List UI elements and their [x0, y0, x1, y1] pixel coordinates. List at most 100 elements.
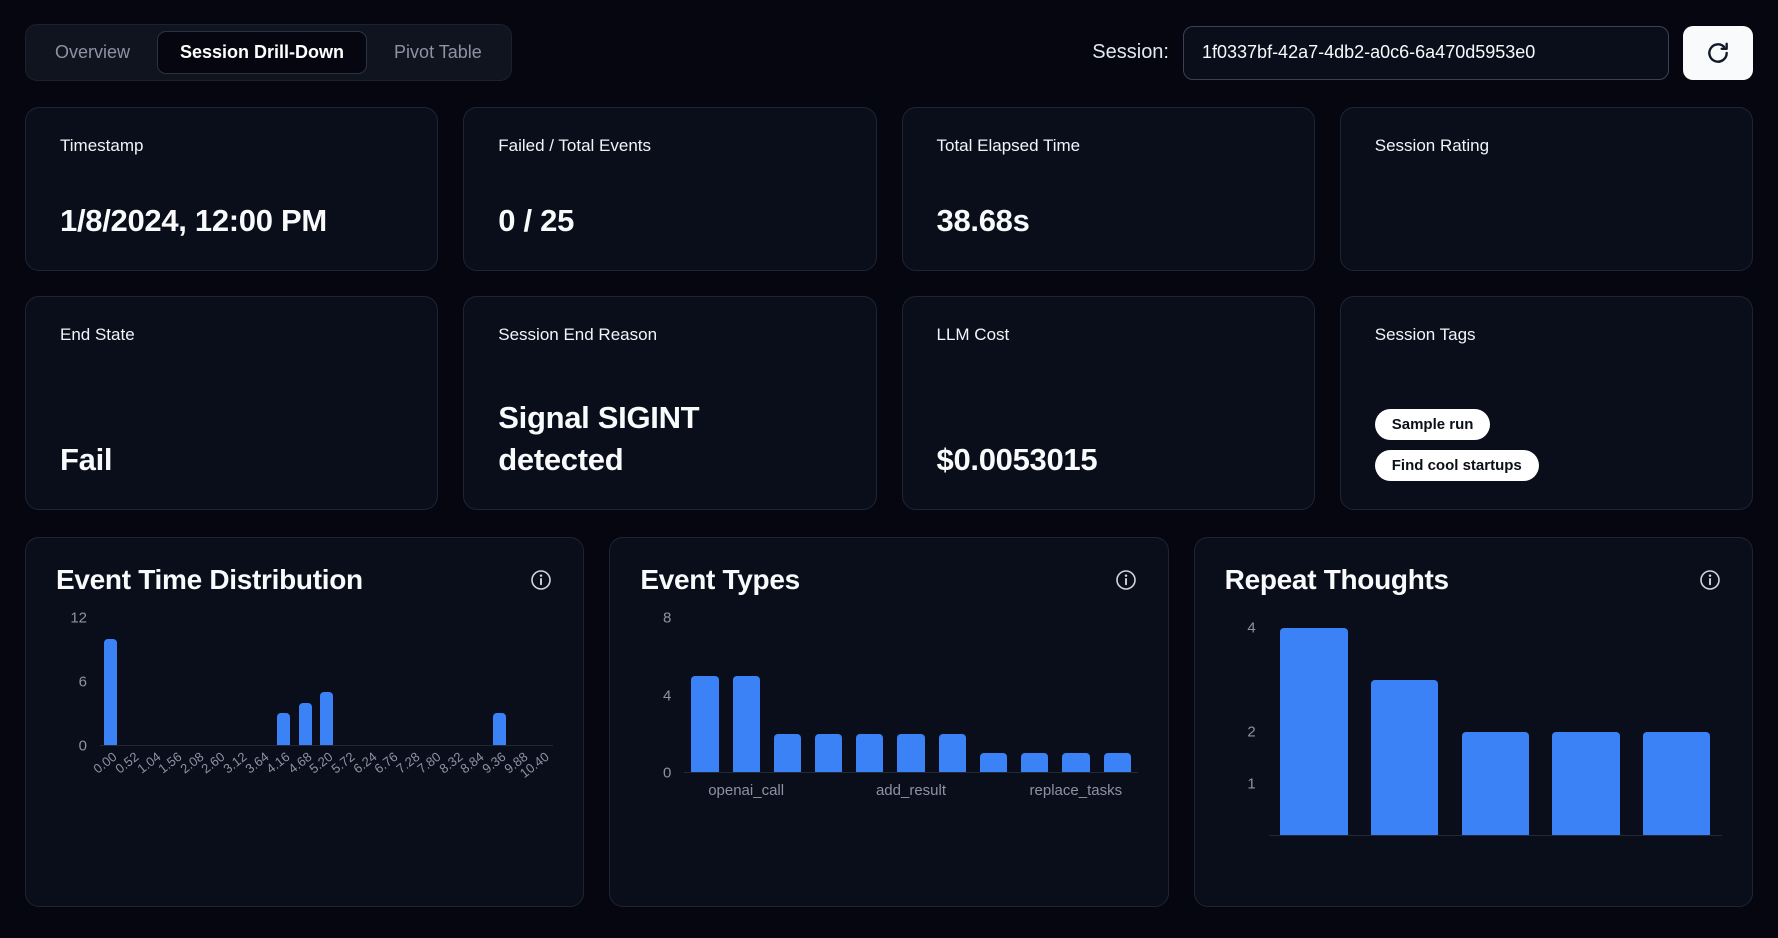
session-drilldown-page: Overview Session Drill-Down Pivot Table … — [25, 24, 1753, 907]
chart-header: Event Time Distribution — [56, 564, 553, 596]
y-tick-label: 12 — [70, 609, 87, 627]
bar-slot — [100, 618, 122, 745]
chart-plot-row: 0 6 12 — [56, 610, 554, 755]
y-tick-label: 0 — [78, 737, 87, 755]
y-axis: 0 6 12 — [56, 610, 100, 755]
bar-slot — [932, 618, 973, 772]
bar-slot — [165, 618, 187, 745]
chart-title: Repeat Thoughts — [1224, 564, 1449, 595]
bar-slot — [849, 618, 890, 772]
bar — [1643, 731, 1711, 835]
bar — [1103, 752, 1131, 772]
card-value: Signal SIGINT detected — [498, 400, 700, 478]
card-label: End State — [60, 325, 135, 344]
bar — [897, 733, 925, 772]
bar-slot — [143, 618, 165, 745]
bar-slot — [273, 618, 295, 745]
tab-bar: Overview Session Drill-Down Pivot Table — [25, 24, 512, 81]
card-label: Total Elapsed Time — [936, 136, 1081, 155]
stats-grid: Timestamp 1/8/2024, 12:00 PM Failed / To… — [25, 107, 1753, 510]
y-axis: 1 2 4 — [1225, 618, 1269, 836]
bar-slot — [294, 618, 316, 745]
chart-title: Event Types — [640, 564, 800, 595]
bar-slot — [767, 618, 808, 772]
session-tags-list: Sample run Find cool startups — [1374, 409, 1718, 481]
bar-slot — [808, 618, 849, 772]
plot-area — [684, 618, 1138, 773]
topbar: Overview Session Drill-Down Pivot Table … — [25, 24, 1753, 81]
bar — [979, 752, 1008, 772]
y-tick-label: 6 — [78, 673, 87, 691]
plot-area — [100, 618, 554, 746]
chart-card-repeat-thoughts: Repeat Thoughts 1 2 4 — [1193, 537, 1753, 907]
tab-pivot-table[interactable]: Pivot Table — [371, 31, 505, 74]
bar-slot — [1450, 618, 1541, 835]
bar — [1021, 752, 1049, 772]
bar — [320, 692, 334, 745]
bar-slot — [1631, 618, 1722, 835]
bar-slot — [1541, 618, 1632, 835]
y-tick-label: 8 — [662, 609, 672, 627]
bar-slot — [726, 618, 767, 772]
bar — [277, 713, 291, 745]
bar-slot — [230, 618, 252, 745]
bar-slot — [251, 618, 273, 745]
tab-overview[interactable]: Overview — [32, 31, 153, 74]
bar-slot — [446, 618, 468, 745]
bar-slot — [402, 618, 424, 745]
stat-card-end-state: End State Fail — [25, 296, 439, 510]
x-axis: openai_call add_result replace_tasks — [708, 782, 1123, 799]
bar-slot — [1014, 618, 1055, 772]
bar — [493, 713, 506, 745]
session-label: Session: — [1092, 41, 1169, 63]
y-tick-label: 0 — [662, 764, 672, 782]
bar-slot — [1055, 618, 1096, 772]
bar-slot — [1359, 618, 1450, 835]
bar-slot — [122, 618, 144, 745]
info-icon[interactable] — [1698, 568, 1722, 592]
bar — [732, 675, 760, 772]
stat-card-session-end-reason: Session End Reason Signal SIGINT detecte… — [463, 296, 877, 510]
card-label: Session End Reason — [498, 325, 658, 344]
info-icon[interactable] — [529, 568, 553, 592]
chart-card-event-time-distribution: Event Time Distribution 0 6 12 0.00 0.52 1.04… — [25, 537, 585, 907]
session-selector: Session: — [1092, 25, 1753, 80]
bar-slot — [338, 618, 360, 745]
bar-slot — [973, 618, 1014, 772]
bar-slot — [467, 618, 489, 745]
y-tick-label: 1 — [1247, 775, 1256, 793]
repeat-thoughts-chart: 1 2 4 — [1225, 618, 1722, 836]
card-label: Failed / Total Events — [498, 136, 652, 155]
main-content: Timestamp 1/8/2024, 12:00 PM Failed / To… — [25, 107, 1753, 907]
bar — [1552, 731, 1620, 835]
plot-area — [1268, 618, 1722, 836]
card-value: 1/8/2024, 12:00 PM — [60, 203, 327, 239]
card-label: Session Tags — [1374, 325, 1476, 344]
bar-slot — [890, 618, 931, 772]
card-value: 0 / 25 — [498, 203, 575, 239]
bar — [691, 675, 719, 772]
refresh-icon — [1708, 42, 1728, 63]
y-tick-label: 4 — [1247, 619, 1256, 637]
session-tag: Find cool startups — [1374, 450, 1539, 481]
bar — [856, 733, 884, 772]
x-axis: 0.00 0.52 1.04 1.56 2.08 2.60 3.12 3.64 4.16 4.68… — [90, 749, 552, 781]
card-label: LLM Cost — [936, 325, 1010, 344]
card-value: $0.0053015 — [936, 442, 1098, 478]
bar — [1062, 752, 1090, 772]
info-icon[interactable] — [1114, 568, 1138, 592]
bar-slot — [684, 618, 725, 772]
chart-title: Event Time Distribution — [56, 564, 363, 595]
event-time-distribution-chart: 0 6 12 0.00 0.52 1.04 1.56 2.08 2.60 3.12 3.64 4.16… — [56, 610, 554, 804]
y-tick-label: 4 — [662, 687, 672, 704]
bar — [1280, 628, 1348, 835]
session-id-input[interactable] — [1183, 25, 1669, 80]
stat-card-session-tags: Session Tags Sample run Find cool startu… — [1339, 296, 1753, 510]
y-tick-label: 2 — [1247, 723, 1256, 741]
bar-slot — [1269, 618, 1360, 835]
bar-slot — [359, 618, 381, 745]
refresh-button[interactable] — [1683, 25, 1753, 80]
bar — [773, 733, 801, 772]
tab-session-drill-down[interactable]: Session Drill-Down — [157, 31, 368, 74]
bar-slot — [424, 618, 446, 745]
